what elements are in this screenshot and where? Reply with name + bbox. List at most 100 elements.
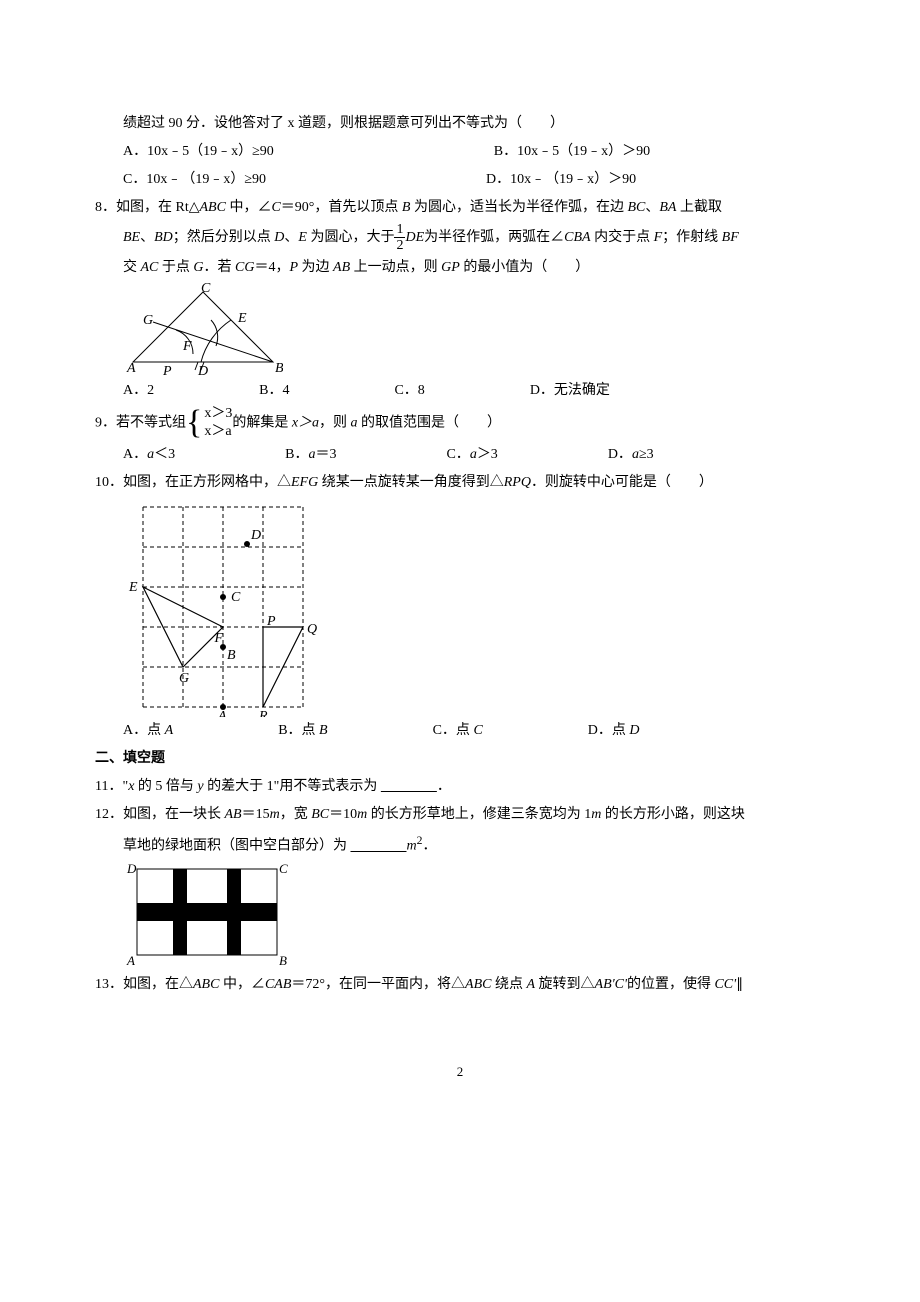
q10-svg: E F G P Q R A B C D (123, 497, 323, 717)
q8-l1-c: C (271, 200, 280, 215)
q10-opt-c: C．点 C (433, 717, 483, 745)
q8-l3-ab: AB (333, 260, 350, 275)
q10-end: ．则旋转中心可能是（ ） (531, 475, 713, 490)
q10-lbl-g: G (179, 671, 189, 686)
q8-opt-a: A．2 (123, 377, 154, 405)
q8-options: A．2 B．4 C．8 D．无法确定 (123, 377, 825, 405)
q8-l1-m2: ＝90°，首先以顶点 (281, 200, 402, 215)
q10-opt-a: A．点 A (123, 717, 173, 745)
q13-abc: ABC (193, 977, 219, 992)
q12-svg: D C A B (123, 861, 293, 971)
q8-l2-cba: CBA (564, 230, 590, 245)
section-2-heading: 二、填空题 (95, 745, 825, 773)
q8-l3-pre: 交 (123, 260, 141, 275)
q13-a: A (526, 977, 535, 992)
q11-pre: 11．" (95, 779, 128, 794)
q9-pre: 9．若不等式组 (95, 415, 186, 430)
q9-options: A．a＜3 B．a＝3 C．a＞3 D．a≥3 (123, 441, 825, 469)
q10-lbl-e: E (128, 580, 138, 595)
q8-l3-cg: CG (235, 260, 254, 275)
q10-lbl-b: B (227, 648, 236, 663)
q8-l2-be: BE (123, 230, 140, 245)
q13-cab: CAB (265, 977, 291, 992)
q10-line: 10．如图，在正方形网格中，△EFG 绕某一点旋转某一角度得到△RPQ．则旋转中… (95, 469, 825, 497)
q8-l3-m2: ．若 (204, 260, 236, 275)
q12-u2: m (357, 807, 367, 822)
q12-ab: AB (225, 807, 242, 822)
q8-l2-m2: ；然后分别以点 (173, 230, 275, 245)
q10-lbl-d: D (250, 528, 261, 543)
q12-diagram: D C A B (123, 861, 825, 971)
q9-end: 的取值范围是（ ） (358, 415, 502, 430)
q7-opt-a: A．10x﹣5（19﹣x）≥90 (123, 138, 274, 166)
q8-l2-f: F (654, 230, 663, 245)
q8-l3-m3: ＝4， (254, 260, 289, 275)
q8-lbl-p: P (162, 364, 172, 377)
q8-l3-p: P (289, 260, 298, 275)
q12-u3: m (591, 807, 601, 822)
q10-lbl-q: Q (307, 622, 317, 637)
q12-lbl-c: C (279, 861, 288, 876)
q8-line-2: BE、BD；然后分别以点 D、E 为圆心，大于12DE为半径作弧，两弧在∠CBA… (123, 222, 825, 254)
q8-l3-ac: AC (141, 260, 159, 275)
q13-m5: 的位置，使得 (627, 977, 715, 992)
q12-m2: ，宽 (280, 807, 312, 822)
q12-bc: BC (311, 807, 329, 822)
q12-pre: 12．如图，在一块长 (95, 807, 225, 822)
q13-pre: 13．如图，在△ (95, 977, 193, 992)
q7-opt-b: B．10x﹣5（19﹣x）＞90 (494, 138, 650, 166)
q8-l1-m1: 中，∠ (226, 200, 272, 215)
q7-options-row-1: A．10x﹣5（19﹣x）≥90 B．10x﹣5（19﹣x）＞90 (123, 138, 825, 166)
q8-lbl-f: F (182, 339, 192, 354)
q10-options: A．点 A B．点 B C．点 C D．点 D (123, 717, 825, 745)
q12-end: 的长方形小路，则这块 (601, 807, 745, 822)
q9-opt-d: D．a≥3 (608, 441, 654, 469)
q10-pre: 10．如图，在正方形网格中，△ (95, 475, 291, 490)
q12-m3: ＝10 (329, 807, 357, 822)
q10-lbl-f: F (213, 631, 223, 646)
q7-opt-d: D．10x﹣（19﹣x）＞90 (486, 166, 636, 194)
q12-lbl-d: D (126, 861, 137, 876)
q8-l1-m4: 、 (645, 200, 659, 215)
q13-ccp: CC' (714, 977, 736, 992)
q8-l1-abc: ABC (200, 200, 226, 215)
document-page: 绩超过 90 分．设他答对了 x 道题，则根据题意可列出不等式为（ ） A．10… (0, 0, 920, 1125)
q12-punct: ． (422, 839, 436, 854)
q13-m4: 旋转到△ (535, 977, 595, 992)
q9-line: 9．若不等式组{x＞3x＞a的解集是 x＞a，则 a 的取值范围是（ ） (95, 405, 825, 441)
q8-l3-m4: 为边 (298, 260, 333, 275)
q7-continuation: 绩超过 90 分．设他答对了 x 道题，则根据题意可列出不等式为（ ） (123, 110, 825, 138)
q12-blank (351, 839, 407, 854)
q10-rpq: RPQ (504, 475, 531, 490)
q8-lbl-d: D (197, 364, 208, 377)
q8-l1-pre: 8．如图，在 Rt△ (95, 200, 200, 215)
q12-lbl-a: A (126, 953, 135, 968)
q9-sys-r1: x＞3 (204, 406, 232, 421)
q7-options-row-2: C．10x﹣（19﹣x）≥90 D．10x﹣（19﹣x）＞90 (123, 166, 825, 194)
q8-l2-de: DE (405, 230, 424, 245)
q7-opt-c: C．10x﹣（19﹣x）≥90 (123, 166, 266, 194)
q9-sys-r2: x＞a (204, 424, 231, 439)
q10-opt-b: B．点 B (278, 717, 327, 745)
q8-lbl-c: C (201, 282, 211, 296)
q9-xa: x＞a (292, 415, 319, 430)
q9-opt-a: A．a＜3 (123, 441, 175, 469)
q8-opt-b: B．4 (259, 377, 289, 405)
q9-m2: ，则 (319, 415, 351, 430)
q8-opt-d: D．无法确定 (530, 377, 610, 405)
q10-lbl-a: A (217, 709, 227, 717)
q9-opt-b: B．a＝3 (285, 441, 336, 469)
q10-lbl-r: R (258, 709, 268, 717)
q12-m4: 的长方形草地上，修建三条宽均为 1 (367, 807, 591, 822)
q12-line-1: 12．如图，在一块长 AB＝15m，宽 BC＝10m 的长方形草地上，修建三条宽… (95, 801, 825, 829)
q8-l3-m5: 上一动点，则 (350, 260, 441, 275)
q8-l1-bc: BC (627, 200, 645, 215)
q8-l2-m1: 、 (140, 230, 154, 245)
q8-opt-c: C．8 (394, 377, 424, 405)
q9-opt-c: C．a＞3 (446, 441, 497, 469)
q8-l3-g: G (193, 260, 203, 275)
q8-l2-m7: ；作射线 (662, 230, 722, 245)
q13-m2: ＝72°，在同一平面内，将△ (291, 977, 465, 992)
q8-l1-m3: 为圆心，适当长为半径作弧，在边 (410, 200, 627, 215)
q8-l2-bf: BF (722, 230, 739, 245)
